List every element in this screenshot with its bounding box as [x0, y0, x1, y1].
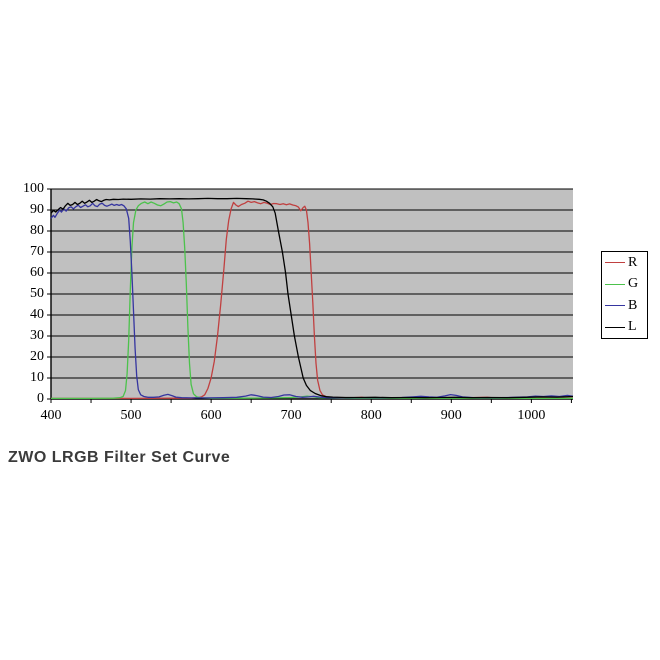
x-tick-label-600: 600	[200, 408, 222, 423]
legend-line-r-icon	[605, 262, 625, 264]
legend-label-b: B	[628, 297, 638, 313]
y-tick-label-90: 90	[30, 202, 44, 217]
y-tick-label-100: 100	[23, 181, 44, 196]
legend-label-r: R	[628, 254, 638, 270]
legend-label-l: L	[628, 319, 637, 335]
y-tick-label-0: 0	[37, 391, 44, 406]
chart-title: ZWO LRGB Filter Set Curve	[8, 449, 231, 466]
legend-line-g-icon	[605, 283, 625, 285]
y-tick-label-10: 10	[30, 370, 44, 385]
legend-entry-r: R	[602, 252, 647, 273]
y-tick-label-20: 20	[30, 349, 44, 364]
legend-line-l-icon	[605, 326, 625, 328]
legend-entry-l: L	[602, 317, 647, 338]
legend-label-g: G	[628, 276, 639, 292]
y-tick-label-50: 50	[30, 286, 44, 301]
legend-entry-g: G	[602, 274, 647, 295]
y-tick-label-30: 30	[30, 328, 44, 343]
legend-line-b-icon	[605, 305, 625, 307]
y-tick-label-80: 80	[30, 223, 44, 238]
y-tick-label-60: 60	[30, 265, 44, 280]
x-tick-label-800: 800	[360, 408, 382, 423]
x-tick-label-700: 700	[280, 408, 302, 423]
curve-g	[51, 200, 573, 400]
x-tick-label-1000: 1000	[517, 408, 546, 423]
legend-entry-b: B	[602, 295, 647, 316]
x-tick-label-500: 500	[120, 408, 142, 423]
y-tick-label-40: 40	[30, 307, 44, 322]
x-tick-label-900: 900	[440, 408, 462, 423]
y-tick-label-70: 70	[30, 244, 44, 259]
x-tick-label-400: 400	[40, 408, 62, 423]
curve-l	[50, 197, 574, 399]
